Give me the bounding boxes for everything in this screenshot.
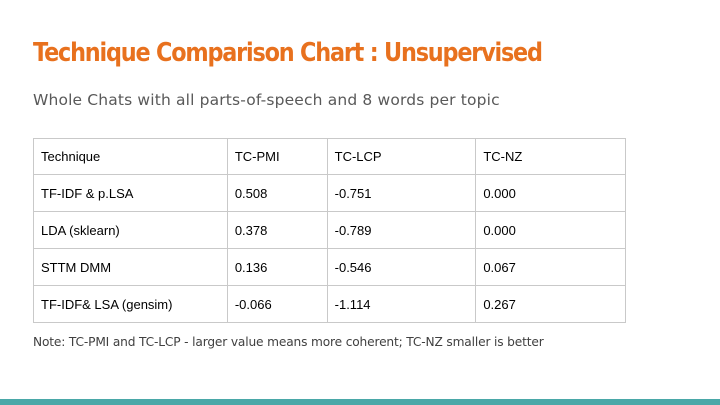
slide-subtitle: Whole Chats with all parts-of-speech and… bbox=[33, 91, 500, 109]
technique-cell: STTM DMM bbox=[33, 248, 228, 286]
tc-pmi-cell: 0.136 bbox=[226, 248, 328, 286]
technique-cell: LDA (sklearn) bbox=[33, 211, 228, 249]
tc-lcp-cell: -0.751 bbox=[326, 174, 477, 212]
slide-title: Technique Comparison Chart : Unsupervise… bbox=[33, 38, 543, 68]
header-tc-nz: TC-NZ bbox=[475, 138, 626, 175]
header-tc-pmi: TC-PMI bbox=[226, 138, 328, 175]
technique-cell: TF-IDF & p.LSA bbox=[33, 174, 228, 212]
tc-lcp-cell: -0.789 bbox=[326, 211, 477, 249]
header-tc-lcp: TC-LCP bbox=[326, 138, 477, 175]
table-row: TF-IDF& LSA (gensim) -0.066 -1.114 0.267 bbox=[33, 285, 626, 323]
accent-bar bbox=[0, 399, 720, 405]
header-technique: Technique bbox=[33, 138, 228, 175]
comparison-table: Technique TC-PMI TC-LCP TC-NZ TF-IDF & p… bbox=[33, 138, 626, 323]
tc-nz-cell: 0.067 bbox=[475, 248, 626, 286]
table-row: TF-IDF & p.LSA 0.508 -0.751 0.000 bbox=[33, 174, 626, 212]
tc-pmi-cell: 0.508 bbox=[226, 174, 328, 212]
table-header-row: Technique TC-PMI TC-LCP TC-NZ bbox=[33, 138, 626, 175]
tc-lcp-cell: -1.114 bbox=[326, 285, 477, 323]
tc-nz-cell: 0.000 bbox=[475, 211, 626, 249]
tc-lcp-cell: -0.546 bbox=[326, 248, 477, 286]
tc-pmi-cell: -0.066 bbox=[226, 285, 328, 323]
footnote: Note: TC-PMI and TC-LCP - larger value m… bbox=[33, 335, 544, 349]
technique-cell: TF-IDF& LSA (gensim) bbox=[33, 285, 228, 323]
tc-pmi-cell: 0.378 bbox=[226, 211, 328, 249]
tc-nz-cell: 0.267 bbox=[475, 285, 626, 323]
tc-nz-cell: 0.000 bbox=[475, 174, 626, 212]
table-row: LDA (sklearn) 0.378 -0.789 0.000 bbox=[33, 211, 626, 249]
table-row: STTM DMM 0.136 -0.546 0.067 bbox=[33, 248, 626, 286]
